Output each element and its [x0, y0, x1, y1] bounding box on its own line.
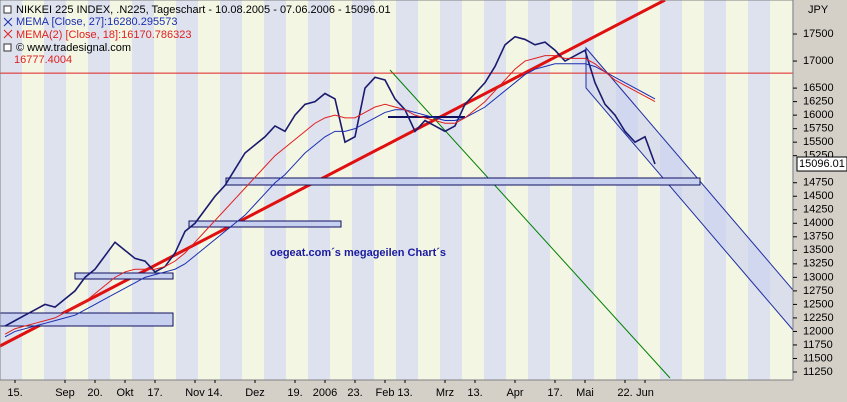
- stripe: [572, 0, 594, 380]
- plot-border: [0, 0, 794, 381]
- legend-icon: [3, 29, 13, 39]
- x-tick-label: Dez: [245, 387, 265, 399]
- stripe: [374, 0, 396, 380]
- legend: NIKKEI 225 INDEX, .N225, Tageschart - 10…: [3, 4, 391, 54]
- y-tick-label: 13750: [803, 231, 834, 243]
- box: [225, 177, 701, 186]
- y-tick-label: 13500: [803, 244, 834, 256]
- stripe: [88, 0, 110, 380]
- stripe: [66, 0, 88, 380]
- y-tick-label: 12750: [803, 285, 834, 297]
- y-tick-label: 14000: [803, 217, 834, 229]
- stripe: [484, 0, 506, 380]
- x-tick-label: Nov: [185, 387, 205, 399]
- stripe: [528, 0, 550, 380]
- stripe: [462, 0, 484, 380]
- x-tick-label: 17.: [547, 387, 562, 399]
- stripe: [396, 0, 418, 380]
- y-tick-label: 12500: [803, 298, 834, 310]
- plot: [0, 35, 793, 338]
- legend-icon: [3, 17, 13, 27]
- legend-entry: MEMA [Close, 27]:16280.295573: [16, 16, 177, 28]
- x-tick-label: Mai: [576, 387, 594, 399]
- series-line: [4, 35, 656, 327]
- y-tick-label: 14250: [803, 204, 834, 216]
- stripe: [594, 0, 616, 380]
- last-price-label: 15096.01: [799, 158, 845, 170]
- legend-icon: [3, 43, 12, 52]
- legend-entry: MEMA(2) [Close, 18]:16170.786323: [16, 29, 192, 41]
- stripe: [616, 0, 638, 380]
- stripe: [0, 0, 22, 380]
- stripe: [550, 0, 572, 380]
- x-tick-label: Okt: [116, 387, 133, 399]
- y-tick-label: 11500: [803, 352, 833, 364]
- x-tick-label: 23.: [347, 387, 362, 399]
- stripe: [198, 0, 220, 380]
- stripe: [264, 0, 286, 380]
- copyright: © www.tradesignal.com: [16, 42, 131, 54]
- stripe: [242, 0, 264, 380]
- x-tick-label: 22.: [617, 387, 632, 399]
- stripe: [638, 0, 660, 380]
- y-tick-label: 16500: [803, 82, 834, 94]
- stripe: [154, 0, 176, 380]
- y-tick-label: 14500: [803, 190, 834, 202]
- x-tick-label: 14.: [207, 387, 222, 399]
- drawings: [0, 0, 794, 379]
- stripe: [748, 0, 770, 380]
- stripe: [176, 0, 198, 380]
- x-tick-label: Jun: [636, 387, 654, 399]
- x-tick-label: Feb: [376, 387, 395, 399]
- stripe: [44, 0, 66, 380]
- y-tick-label: 15750: [803, 123, 834, 135]
- stripe: [352, 0, 374, 380]
- y-tick-label: 12000: [803, 325, 834, 337]
- y-tick-label: 11750: [803, 339, 833, 351]
- y-tick-label: 13000: [803, 271, 834, 283]
- stripe: [22, 0, 44, 380]
- unit-label: JPY: [808, 4, 829, 16]
- stripe: [132, 0, 154, 380]
- x-tick-label: 19.: [287, 387, 302, 399]
- stripe: [418, 0, 440, 380]
- y-tick-label: 16250: [803, 96, 834, 108]
- x-tick-label: 17.: [147, 387, 162, 399]
- y-tick-label: 17500: [803, 28, 834, 40]
- legend-icon: [3, 5, 12, 14]
- y-tick-label: 13250: [803, 258, 834, 270]
- y-tick-label: 15500: [803, 136, 834, 148]
- x-tick-label: Mrz: [436, 387, 454, 399]
- x-tick-label: Apr: [506, 387, 523, 399]
- series-line: [4, 63, 656, 338]
- trend-line: [0, 0, 666, 348]
- stripe: [220, 0, 242, 380]
- y-tick-label: 14750: [803, 177, 834, 189]
- annotation: oegeat.com´s megageilen Chart´s: [270, 247, 446, 259]
- y-tick-label: 16000: [803, 109, 834, 121]
- x-tick-label: 15.: [7, 387, 22, 399]
- y-tick-label: 11250: [803, 366, 833, 378]
- stripe: [704, 0, 726, 380]
- stripe: [726, 0, 748, 380]
- reference-label: 16777.4004: [14, 54, 72, 66]
- stripe: [660, 0, 682, 380]
- chart-title: NIKKEI 225 INDEX, .N225, Tageschart - 10…: [16, 4, 391, 16]
- stripe: [440, 0, 462, 380]
- box: [0, 312, 174, 327]
- x-tick-label: Sep: [55, 387, 75, 399]
- last-price-box: [796, 156, 847, 172]
- x-tick-label: 13.: [397, 387, 412, 399]
- stripe: [308, 0, 330, 380]
- y-tick-label: 17000: [803, 55, 834, 67]
- x-tick-label: 13.: [467, 387, 482, 399]
- series-line: [4, 55, 656, 335]
- y-tick-label: 12250: [803, 312, 834, 324]
- stripe: [330, 0, 352, 380]
- box: [188, 220, 342, 228]
- x-tick-label: 2006: [313, 387, 337, 399]
- x-tick-label: 20.: [87, 387, 102, 399]
- stripe: [506, 0, 528, 380]
